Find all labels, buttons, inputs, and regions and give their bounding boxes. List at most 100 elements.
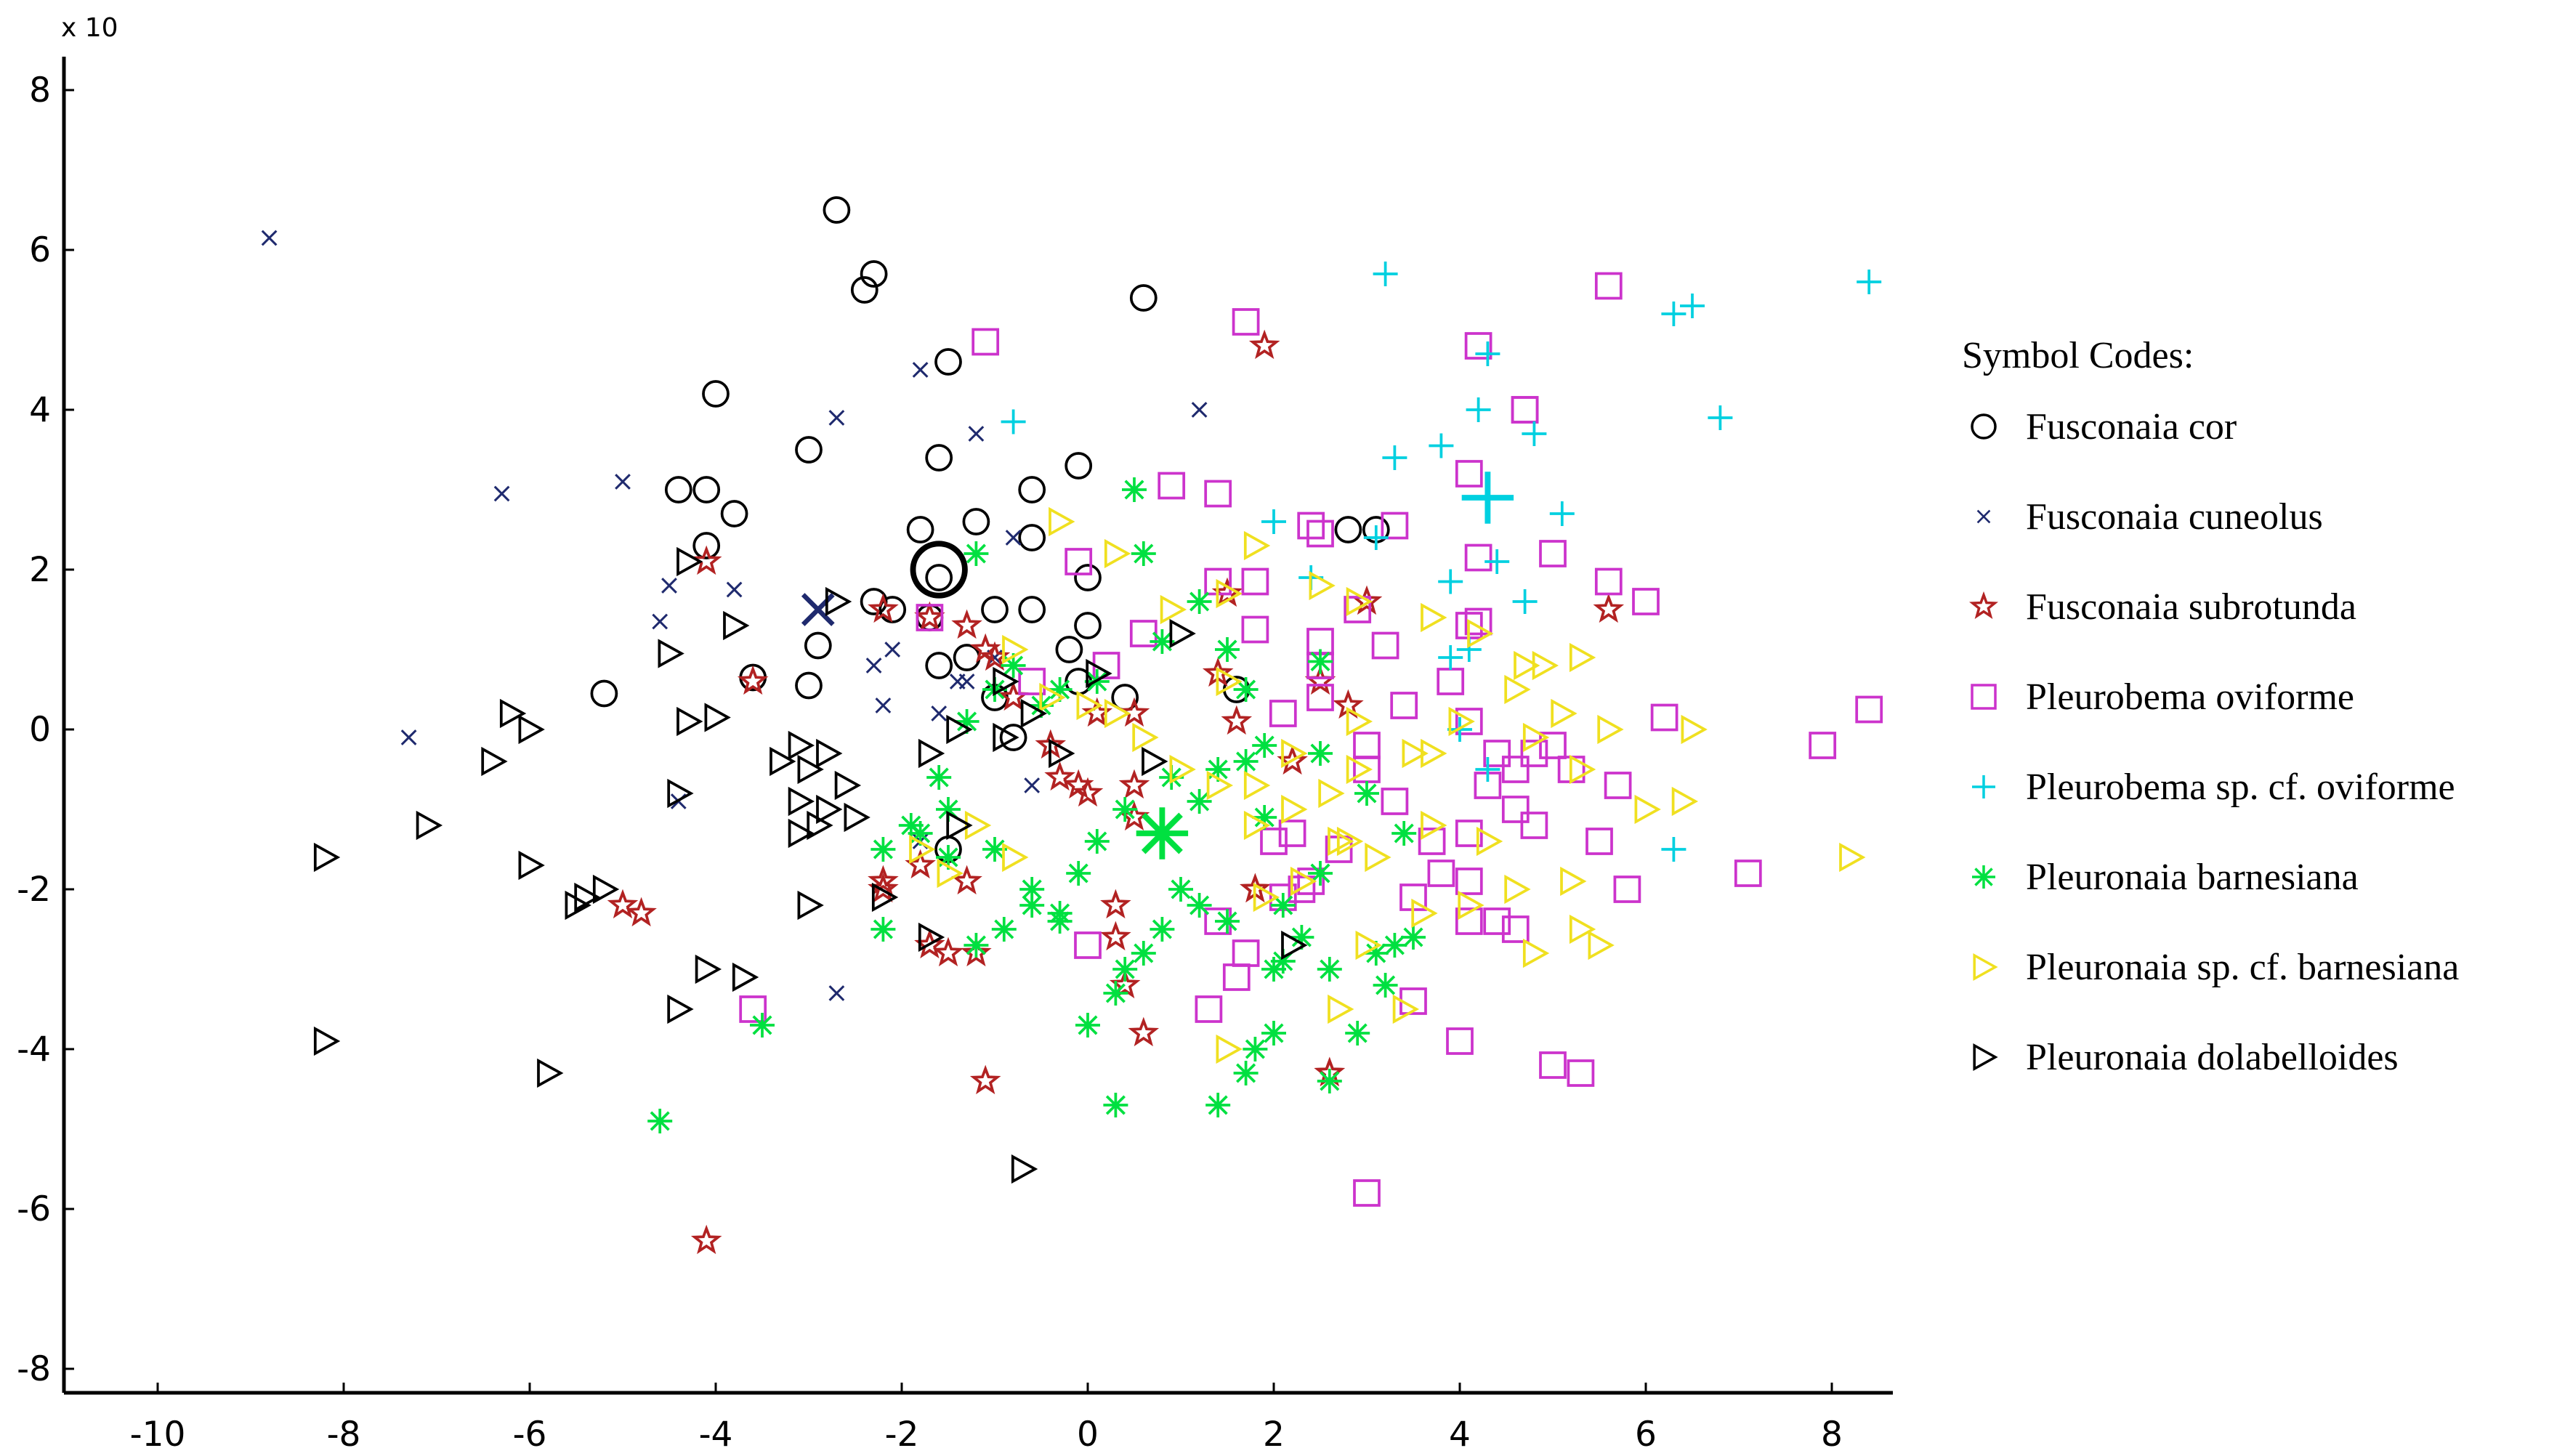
pleurobema-oviforme-point xyxy=(1483,907,1511,935)
pleuronaia-dolabelloides-point xyxy=(1049,738,1075,769)
pleurobema-oviforme-point xyxy=(1613,875,1641,903)
pleuronaia-sp-cf-barnesiana-point xyxy=(1039,682,1066,713)
pleuronaia-sp-cf-barnesiana-point xyxy=(1551,698,1578,729)
pleuronaia-barnesiana-point xyxy=(1363,941,1389,966)
pleuronaia-sp-cf-barnesiana-point xyxy=(1671,786,1699,817)
pleuronaia-barnesiana-point xyxy=(1150,917,1175,942)
pleuronaia-dolabelloides-point xyxy=(918,738,945,769)
pleurobema-oviforme-point xyxy=(1464,332,1492,360)
pleuronaia-dolabelloides-point xyxy=(313,1026,341,1056)
pleurobema-oviforme-point xyxy=(1297,867,1325,895)
legend-item: Pleurobema oviforme xyxy=(1962,652,2543,742)
legend-marker-icon xyxy=(1976,509,1991,524)
pleuronaia-sp-cf-barnesiana-point xyxy=(1290,866,1317,897)
fusconaia-subrotunda-point xyxy=(914,601,945,631)
pleuronaia-sp-cf-barnesiana-point xyxy=(937,858,964,889)
pleuronaia-barnesiana-point xyxy=(936,845,961,870)
pleurobema-oviforme-point xyxy=(1065,548,1093,575)
pleuronaia-dolabelloides-point xyxy=(658,639,684,668)
pleurobema-oviforme-point xyxy=(1594,272,1623,300)
pleuronaia-sp-cf-barnesiana-point xyxy=(1522,938,1550,968)
pleuronaia-sp-cf-barnesiana-point xyxy=(1588,930,1615,960)
fusconaia-cor-point xyxy=(692,532,721,559)
pleurobema-sp-cf-oviforme-point xyxy=(1857,270,1882,294)
fusconaia-cuneolus-centroid-point xyxy=(801,593,835,626)
pleuronaia-dolabelloides-point xyxy=(574,882,601,913)
axis-ticks: -10 -8 -6 -4 -2 0 2 4 6 8 8 6 4 2 0 -2 -4 -6 -8 xyxy=(17,70,1843,1455)
pleurobema-oviforme-point xyxy=(1539,1051,1567,1079)
pleurobema-oviforme-point xyxy=(1585,828,1613,855)
fusconaia-cuneolus-point xyxy=(400,729,417,745)
pleurobema-oviforme-point xyxy=(1353,1179,1381,1207)
pleuronaia-barnesiana-point xyxy=(1317,957,1342,982)
pleuronaia-barnesiana-point xyxy=(1391,821,1417,846)
pleurobema-oviforme-point xyxy=(1381,511,1409,540)
pleuronaia-barnesiana-point xyxy=(1401,925,1426,950)
fusconaia-cor-point xyxy=(823,196,851,224)
fusconaia-cor-point xyxy=(860,260,888,288)
pleuronaia-sp-cf-barnesiana-point xyxy=(1076,690,1103,721)
pleuronaia-sp-cf-barnesiana-point xyxy=(1458,890,1484,921)
pleurobema-oviforme-point xyxy=(739,995,767,1023)
fusconaia-subrotunda-point xyxy=(1128,1016,1160,1047)
pleuronaia-barnesiana-point xyxy=(1187,589,1212,614)
y-tick-label: -4 xyxy=(17,1030,51,1069)
fusconaia-cuneolus-point xyxy=(828,985,845,1001)
pleurobema-oviforme-point xyxy=(1501,796,1530,823)
fusconaia-cor-point xyxy=(720,500,748,527)
pleuronaia-dolabelloides-point xyxy=(993,722,1019,753)
fusconaia-subrotunda-point xyxy=(932,937,964,967)
legend-marker-icon xyxy=(1969,591,1998,619)
x-tick-label: -4 xyxy=(699,1415,733,1455)
pleuronaia-barnesiana-point xyxy=(1001,653,1026,678)
x-tick-label: -8 xyxy=(327,1415,361,1455)
legend-marker xyxy=(1972,865,1995,889)
pleurobema-sp-cf-oviforme-point xyxy=(1680,294,1705,318)
pleuronaia-sp-cf-barnesiana-point xyxy=(1049,506,1075,537)
fusconaia-cor-point xyxy=(590,679,618,708)
legend-label: Pleuronaia sp. cf. barnesiana xyxy=(2026,946,2460,988)
pleuronaia-sp-cf-barnesiana-point xyxy=(1216,1034,1243,1064)
pleuronaia-sp-cf-barnesiana-point xyxy=(1392,994,1420,1024)
pleuronaia-dolabelloides-point xyxy=(797,890,824,921)
pleurobema-oviforme-point xyxy=(1520,740,1548,767)
pleuronaia-barnesiana-point xyxy=(870,837,896,862)
fusconaia-cuneolus-point xyxy=(828,410,845,426)
legend-item: Fusconaia subrotunda xyxy=(1962,562,2543,652)
fusconaia-subrotunda-point xyxy=(1118,769,1150,799)
fusconaia-cor-point xyxy=(1018,524,1046,551)
pleuronaia-sp-cf-barnesiana-point xyxy=(1522,722,1550,753)
pleuronaia-dolabelloides-point xyxy=(871,882,899,913)
fusconaia-cor-point xyxy=(925,444,953,472)
pleuronaia-barnesiana-point xyxy=(1019,877,1045,902)
x-tick-label: 4 xyxy=(1449,1415,1471,1455)
pleuronaia-dolabelloides-point xyxy=(416,810,443,841)
pleurobema-oviforme-point xyxy=(1455,907,1483,935)
legend-item: Pleurobema sp. cf. oviforme xyxy=(1962,742,2543,832)
pleuronaia-barnesiana-point xyxy=(1019,893,1045,918)
pleurobema-oviforme-point xyxy=(1371,631,1399,660)
pleuronaia-sp-cf-barnesiana-point xyxy=(1002,842,1029,873)
pleurobema-sp-cf-oviforme-point xyxy=(1708,405,1733,430)
pleuronaia-dolabelloides-point xyxy=(1142,746,1168,777)
pleuronaia-barnesiana-point xyxy=(954,709,979,734)
pleuronaia-barnesiana-point xyxy=(926,765,952,790)
pleuronaia-barnesiana-point xyxy=(870,917,896,942)
pleuronaia-dolabelloides-point xyxy=(313,842,341,873)
fusconaia-subrotunda-point xyxy=(690,1224,722,1255)
pleuronaia-dolabelloides-point xyxy=(844,802,870,833)
fusconaia-cor-point xyxy=(850,276,878,304)
pleurobema-oviforme-point xyxy=(1241,567,1269,596)
fusconaia-cuneolus-point xyxy=(493,485,510,502)
pleuronaia-sp-cf-barnesiana-point xyxy=(1346,586,1373,617)
fusconaia-subrotunda-point xyxy=(969,633,1001,663)
pleuronaia-dolabelloides-point xyxy=(732,962,759,992)
pleuronaia-sp-cf-barnesiana-point xyxy=(1569,642,1596,673)
pleuronaia-sp-cf-barnesiana-point xyxy=(1169,754,1196,785)
pleurobema-oviforme-point xyxy=(1260,828,1288,855)
legend-label: Fusconaia cuneolus xyxy=(2026,496,2323,538)
legend-item: Pleuronaia barnesiana xyxy=(1962,832,2543,922)
pleurobema-sp-cf-oviforme-point xyxy=(1382,445,1407,470)
pleuronaia-barnesiana-point xyxy=(1066,861,1091,886)
legend-label: Pleurobema sp. cf. oviforme xyxy=(2026,766,2455,808)
